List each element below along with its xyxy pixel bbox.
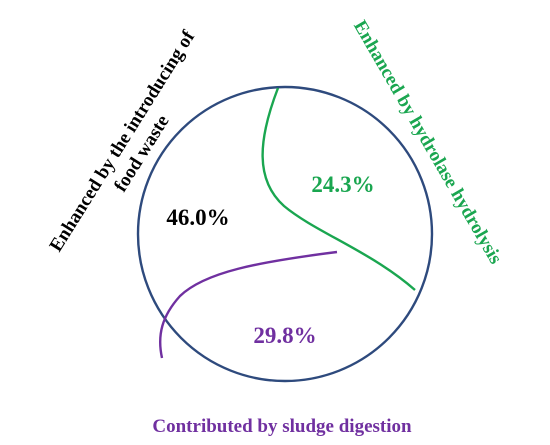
slice-label-food-waste: Enhanced by the introducing of food wast… (46, 27, 200, 256)
boundary-sludge-slice (158, 250, 338, 359)
slice-value-hydrolase: 24.3% (311, 172, 374, 197)
slice-label-hydrolase: Enhanced by hydrolase hydrolysis (349, 17, 506, 268)
pie-outline (136, 85, 434, 383)
slice-value-sludge: 29.8% (253, 323, 316, 348)
slice-label-sludge: Contributed by sludge digestion (152, 416, 412, 437)
slice-label-hydrolase-text: Enhanced by hydrolase hydrolysis (349, 17, 506, 268)
boundary-hydrolase-slice (261, 87, 416, 291)
slice-value-food-waste: 46.0% (166, 205, 229, 230)
